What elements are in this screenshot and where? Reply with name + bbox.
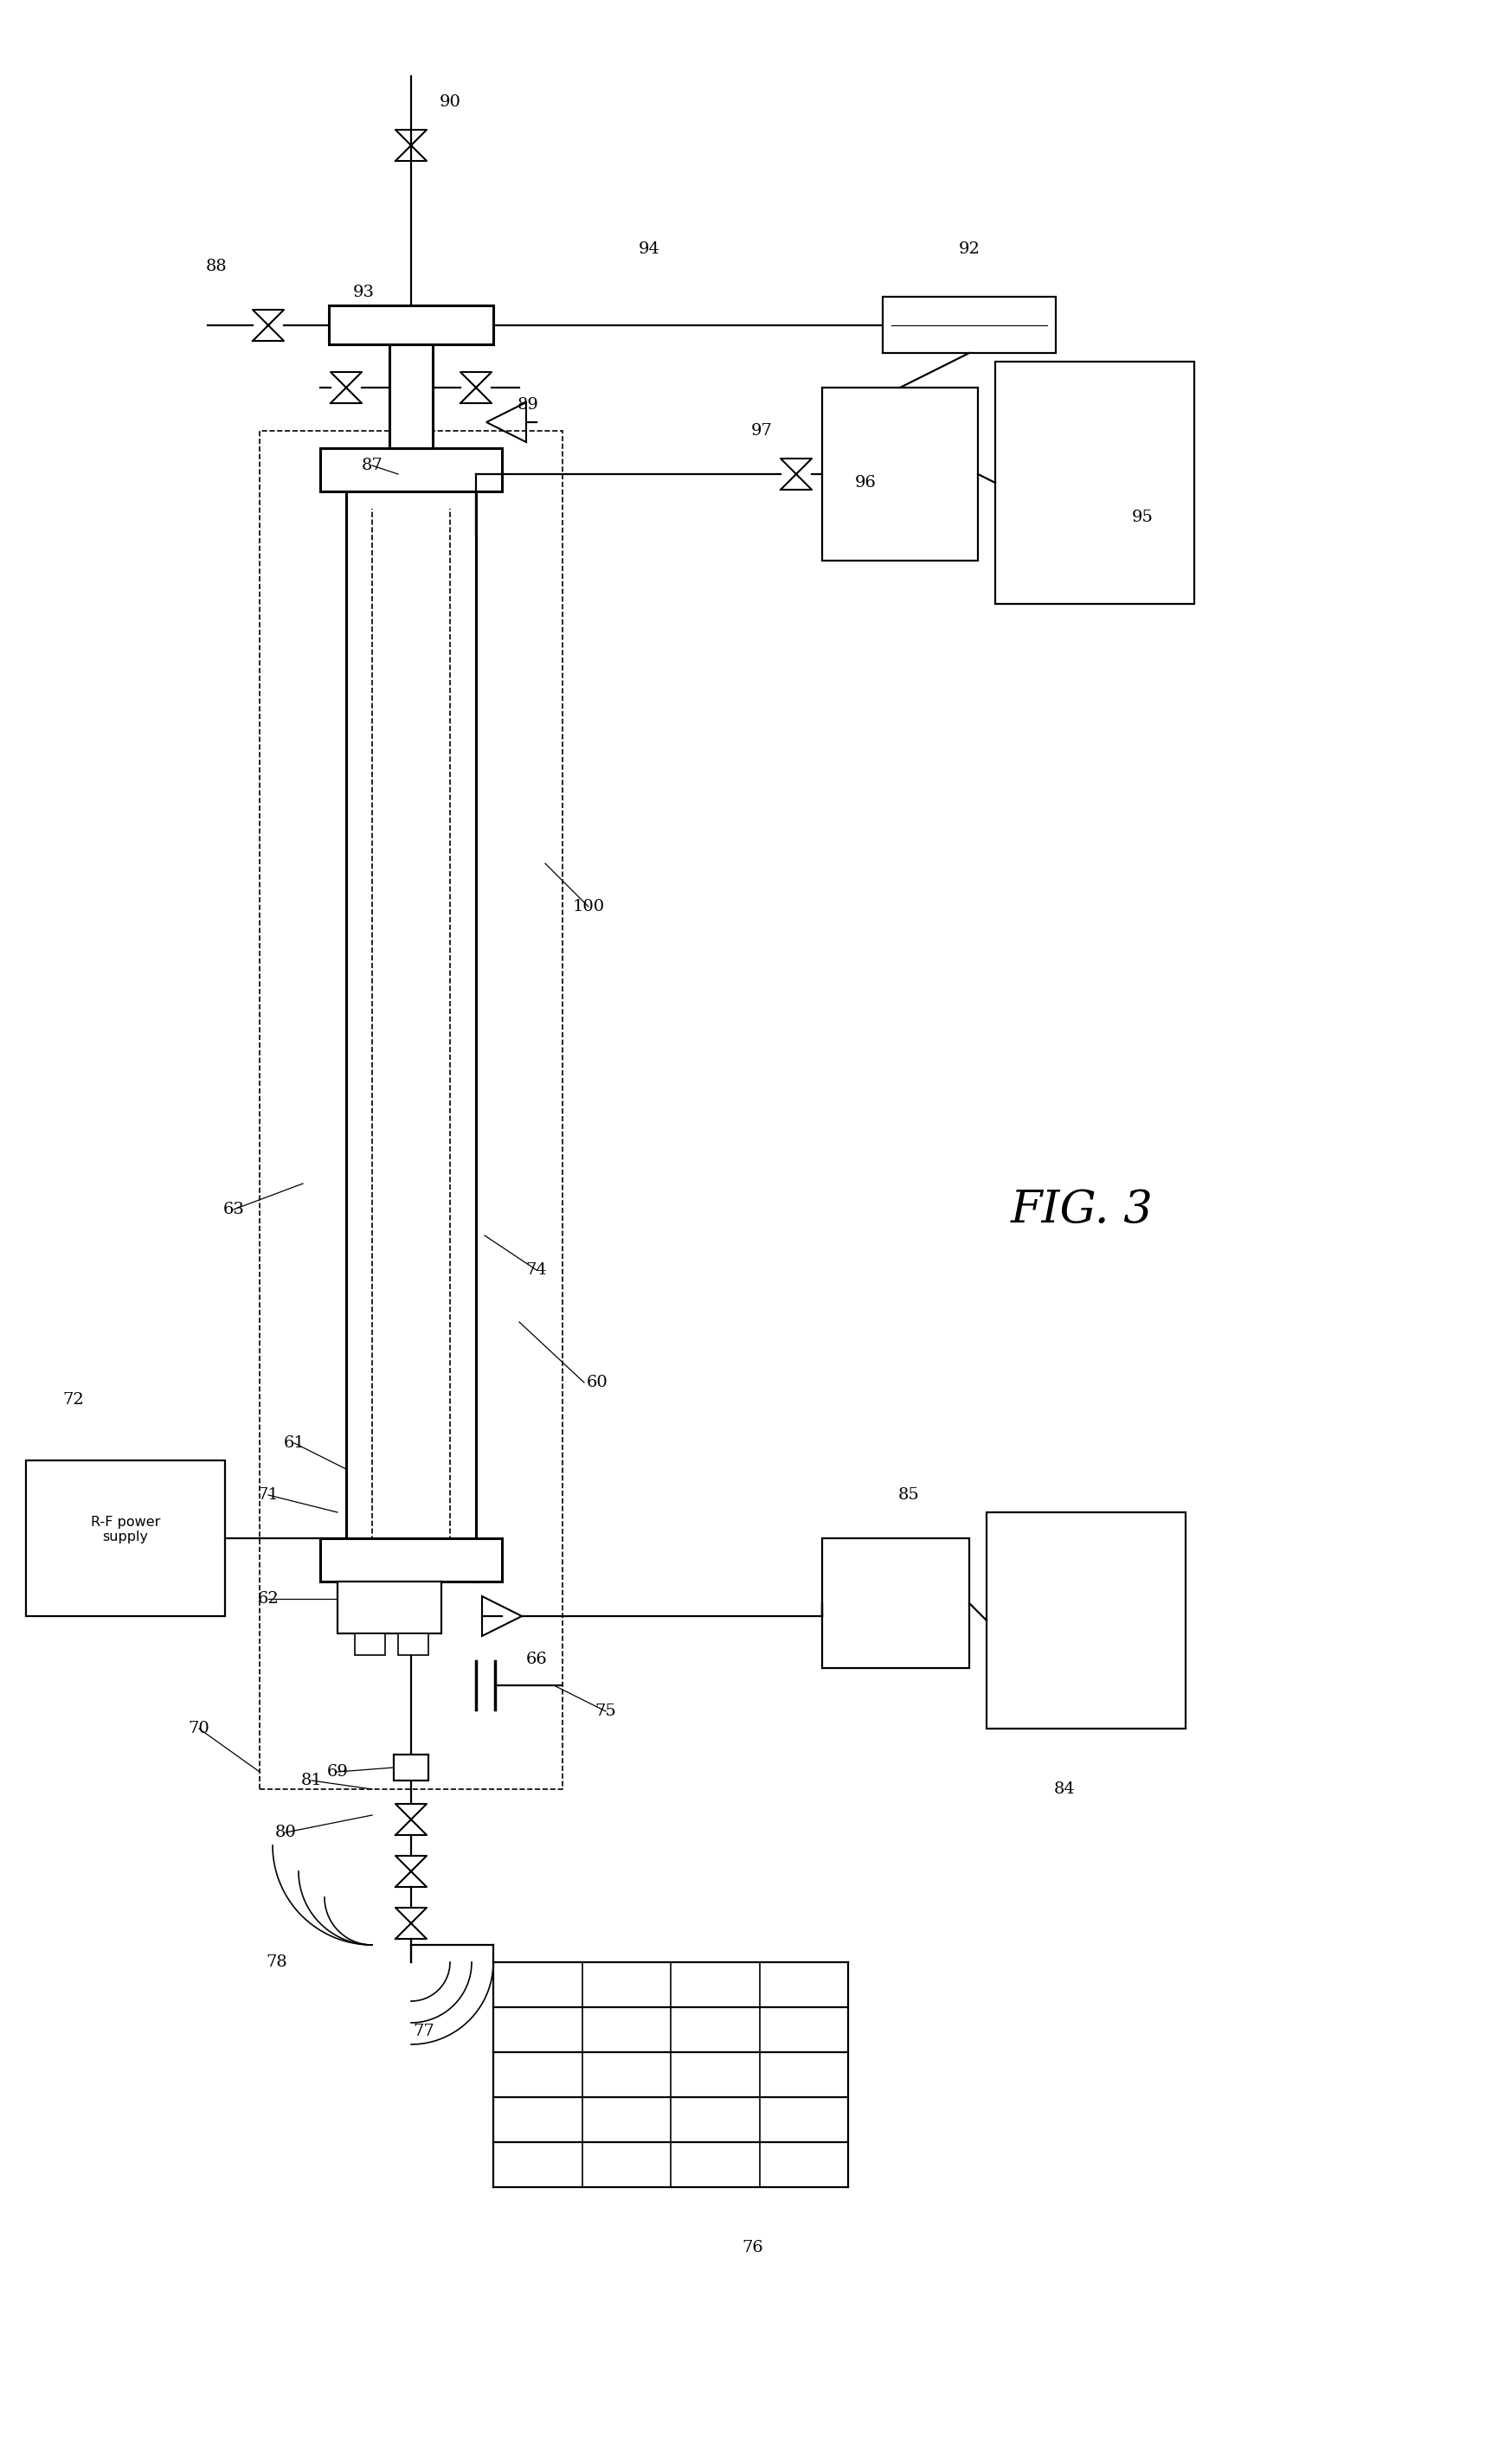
Text: 76: 76 — [742, 2240, 763, 2255]
Bar — [337, 1582, 441, 1634]
Text: 96: 96 — [855, 476, 876, 490]
Text: 71: 71 — [257, 1488, 280, 1503]
Text: 74: 74 — [526, 1262, 547, 1279]
Text: 72: 72 — [63, 1392, 85, 1407]
Text: 78: 78 — [266, 1954, 287, 1971]
Bar — [26, 1461, 225, 1616]
Text: 94: 94 — [638, 241, 660, 256]
Bar — [320, 1538, 502, 1582]
Text: 92: 92 — [958, 241, 981, 256]
Bar — [390, 345, 432, 448]
Text: 84: 84 — [1053, 1781, 1076, 1796]
Text: 89: 89 — [517, 397, 538, 411]
Bar — [260, 431, 562, 1789]
Text: 100: 100 — [573, 899, 604, 914]
Text: 87: 87 — [361, 458, 382, 473]
Bar — [822, 387, 978, 562]
Text: R-F power
supply: R-F power supply — [91, 1515, 160, 1542]
Text: 61: 61 — [284, 1437, 305, 1451]
Bar — [355, 1634, 385, 1656]
Text: 90: 90 — [440, 94, 461, 111]
Text: 70: 70 — [189, 1720, 210, 1737]
Text: 63: 63 — [224, 1202, 245, 1217]
Bar — [329, 306, 493, 345]
Bar — [882, 296, 1056, 352]
Text: 60: 60 — [586, 1375, 607, 1390]
Text: FIG. 3: FIG. 3 — [1011, 1188, 1153, 1232]
Text: 69: 69 — [326, 1764, 348, 1779]
Text: 62: 62 — [257, 1592, 280, 1607]
Bar — [822, 1538, 969, 1668]
Bar — [987, 1513, 1186, 1730]
Text: 97: 97 — [751, 424, 772, 439]
Text: 75: 75 — [595, 1703, 616, 1720]
Bar — [394, 1754, 429, 1781]
Text: 80: 80 — [275, 1826, 296, 1841]
Text: 95: 95 — [1132, 510, 1153, 525]
Text: 81: 81 — [301, 1772, 322, 1789]
Text: 88: 88 — [205, 259, 227, 274]
Bar — [996, 362, 1194, 604]
Text: 77: 77 — [414, 2023, 435, 2040]
Text: 66: 66 — [526, 1651, 547, 1668]
Text: 93: 93 — [352, 286, 375, 301]
Bar — [346, 490, 476, 1582]
Text: 85: 85 — [898, 1488, 919, 1503]
Bar — [320, 448, 502, 490]
Bar — [397, 1634, 429, 1656]
